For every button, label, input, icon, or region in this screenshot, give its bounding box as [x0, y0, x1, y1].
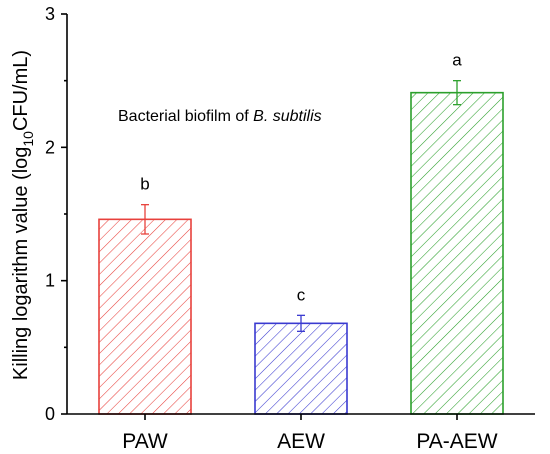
x-tick-label: PAW — [122, 430, 168, 453]
y-axis-label: Killing logarithm value (log10CFU/mL) — [10, 50, 36, 380]
significance-letter-pa-aew: a — [452, 51, 462, 70]
error-bar-paw — [141, 204, 149, 235]
significance-letter-aew: c — [297, 285, 306, 304]
chart-annotation: Bacterial biofilm of B. subtilis — [118, 108, 322, 125]
error-bar-aew — [297, 314, 305, 332]
x-tick-label: AEW — [277, 430, 325, 453]
bar-aew — [254, 322, 348, 415]
y-tick-label: 2 — [45, 137, 55, 157]
axes-layer: PAW AEW PA-AEW 0 1 2 3 — [45, 4, 535, 453]
y-tick-label: 0 — [45, 404, 55, 424]
bar-pa-aew — [410, 91, 504, 415]
bar-paw — [98, 218, 192, 415]
y-tick-label: 1 — [45, 271, 55, 291]
y-tick-label: 3 — [45, 4, 55, 24]
x-tick-label: PA-AEW — [416, 430, 497, 453]
error-bar-pa-aew — [453, 80, 461, 106]
significance-letter-paw: b — [140, 175, 149, 194]
bars-layer: b c a — [98, 51, 504, 415]
